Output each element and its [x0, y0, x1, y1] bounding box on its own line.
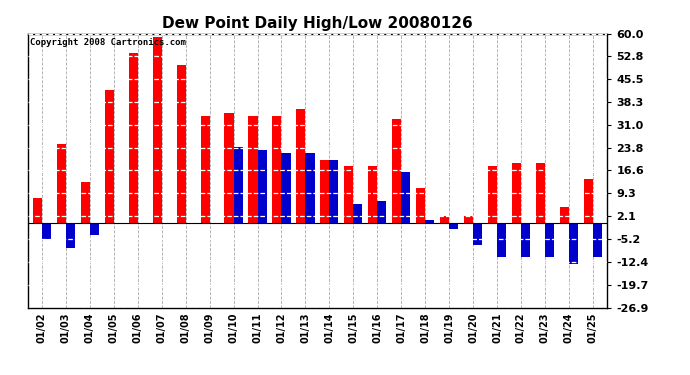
Bar	[377, 201, 386, 223]
Bar	[344, 166, 353, 223]
Bar	[81, 182, 90, 223]
Bar	[66, 223, 75, 248]
Bar	[257, 150, 266, 223]
Bar	[177, 65, 186, 223]
Bar	[449, 223, 458, 229]
Bar	[473, 223, 482, 245]
Bar	[368, 166, 377, 223]
Bar	[296, 110, 306, 223]
Bar	[105, 90, 114, 223]
Bar	[273, 116, 282, 223]
Bar	[33, 198, 42, 223]
Bar	[282, 153, 290, 223]
Bar	[488, 166, 497, 223]
Bar	[536, 163, 545, 223]
Bar	[90, 223, 99, 236]
Bar	[464, 216, 473, 223]
Bar	[128, 53, 138, 223]
Bar	[569, 223, 578, 264]
Bar	[248, 116, 257, 223]
Bar	[584, 178, 593, 223]
Bar	[512, 163, 521, 223]
Bar	[152, 37, 161, 223]
Bar	[234, 147, 243, 223]
Bar	[440, 216, 449, 223]
Bar	[224, 112, 234, 223]
Bar	[329, 160, 339, 223]
Bar	[545, 223, 554, 257]
Bar	[306, 153, 315, 223]
Bar	[201, 116, 210, 223]
Bar	[57, 144, 66, 223]
Bar	[497, 223, 506, 257]
Bar	[392, 119, 401, 223]
Bar	[42, 223, 51, 238]
Bar	[320, 160, 329, 223]
Bar	[521, 223, 530, 257]
Text: Copyright 2008 Cartronics.com: Copyright 2008 Cartronics.com	[30, 38, 186, 47]
Bar	[425, 220, 434, 223]
Bar	[416, 188, 425, 223]
Bar	[593, 223, 602, 257]
Bar	[401, 172, 411, 223]
Title: Dew Point Daily High/Low 20080126: Dew Point Daily High/Low 20080126	[162, 16, 473, 31]
Bar	[560, 207, 569, 223]
Bar	[353, 204, 362, 223]
